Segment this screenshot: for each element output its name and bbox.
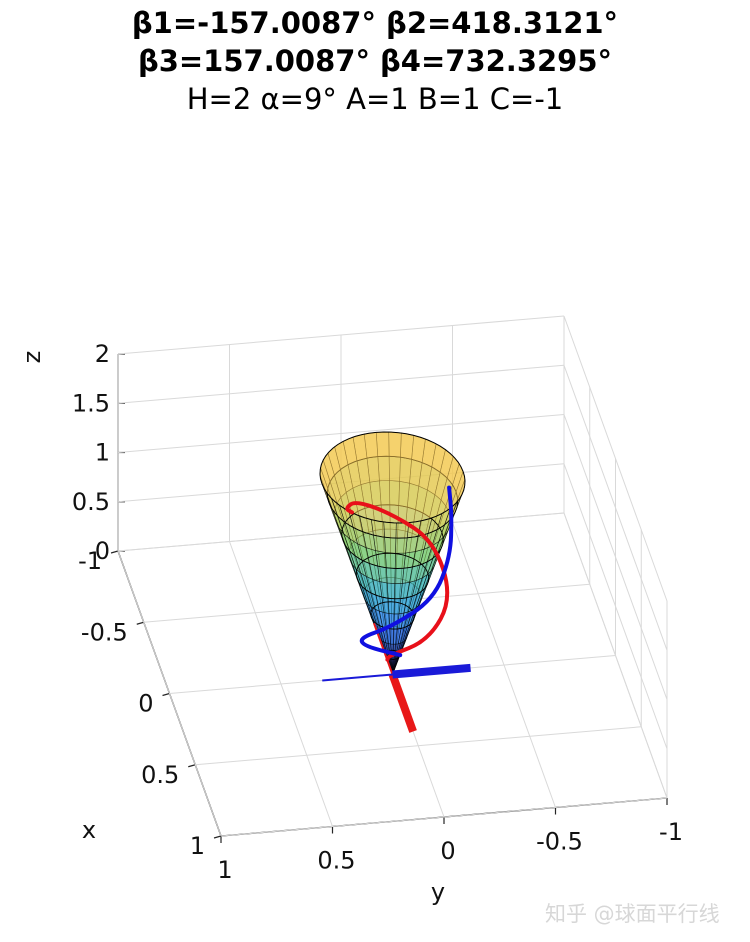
cone-face: [383, 521, 397, 539]
grid-lines: [117, 315, 668, 837]
watermark: 知乎 @球面平行线: [545, 902, 720, 926]
cone-face: [394, 583, 403, 600]
cone-top: [319, 431, 466, 524]
y-tick-label: -1: [659, 818, 683, 846]
cone-face: [385, 552, 396, 569]
x-tick-mark: [136, 621, 144, 625]
cone-ring: [370, 601, 415, 630]
y-tick-label: 0.5: [317, 847, 355, 875]
curve-1: [345, 501, 450, 662]
y-tick-label: 0: [440, 837, 455, 865]
x-tick-mark: [213, 835, 222, 839]
z-tick-label: 1: [95, 439, 110, 467]
y-tick-label: -0.5: [536, 828, 583, 856]
axis-marker-thick: [392, 663, 471, 679]
z-tick-label: 0.5: [72, 488, 110, 516]
curve-layer: [322, 485, 471, 733]
z-axis-label: z: [18, 351, 46, 364]
cone-face: [385, 567, 396, 584]
x-tick-label: 1: [190, 832, 205, 860]
cone-face: [386, 582, 396, 600]
title-line-1: β1=-157.0087° β2=418.3121°: [131, 6, 619, 40]
x-tick-label: 0.5: [141, 761, 179, 789]
x-tick-label: -1: [78, 547, 102, 575]
x-axis-label: x: [82, 816, 96, 844]
y-axis-label: y: [431, 878, 445, 906]
z-tick-label: 1.5: [72, 389, 110, 417]
x-tick-mark: [188, 764, 196, 768]
cone-face: [384, 536, 397, 554]
y-tick-label: 1: [217, 856, 232, 884]
cone-face: [395, 537, 408, 554]
floor-grid-line: [452, 522, 556, 808]
axis-marker-thin: [322, 673, 393, 682]
cone-ring: [355, 552, 430, 600]
curve-2: [359, 485, 454, 658]
cone-surface: [319, 431, 466, 675]
z-tick-label: 2: [95, 340, 110, 368]
title-line-2: β3=157.0087° β4=732.3295°: [137, 44, 613, 78]
title-line-3: H=2 α=9° A=1 B=1 C=-1: [186, 82, 564, 116]
x-tick-label: -0.5: [81, 618, 128, 646]
x-tick-mark: [110, 550, 119, 554]
x-tick-mark: [162, 692, 170, 697]
x-tick-label: 0: [138, 690, 153, 718]
z-tick-label: 0: [95, 537, 110, 565]
axis-marker-thick: [388, 673, 417, 733]
cone-face: [394, 567, 405, 584]
